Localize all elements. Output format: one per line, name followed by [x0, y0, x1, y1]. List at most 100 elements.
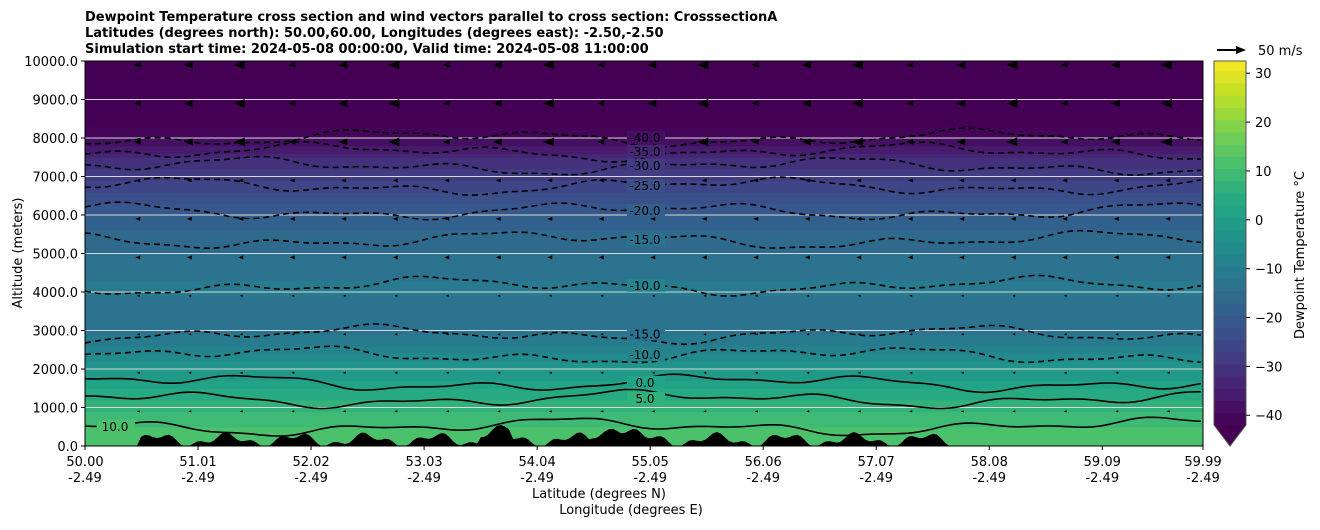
- wind-arrow-icon: [1115, 294, 1119, 298]
- wind-arrow-icon: [598, 178, 604, 183]
- contour-label: -25.0: [629, 179, 660, 193]
- colorbar-segment: [1214, 156, 1246, 169]
- chart-title-line-2: Latitudes (degrees north): 50.00,60.00, …: [85, 26, 664, 41]
- contour-label-background: [627, 204, 665, 218]
- colorbar-segment: [1214, 119, 1246, 133]
- wind-arrow-icon: [289, 216, 295, 221]
- wind-arrow-icon: [1063, 333, 1067, 336]
- contour-label-background: [627, 375, 665, 389]
- field-band: [85, 114, 1203, 120]
- wind-arrow-icon: [233, 137, 245, 147]
- colorbar-frame: [1213, 60, 1247, 447]
- contour-label-background: [627, 144, 665, 158]
- wind-arrow-icon: [701, 255, 707, 260]
- field-band: [85, 342, 1203, 347]
- wind-arrow-icon: [136, 410, 140, 413]
- wind-arrow-icon: [651, 371, 655, 375]
- field-band: [85, 272, 1203, 278]
- wind-arrow-icon: [497, 410, 501, 413]
- field-band: [85, 426, 1203, 432]
- wind-arrow-icon: [1010, 216, 1016, 221]
- field-band: [85, 195, 1203, 201]
- field-band: [85, 338, 1203, 343]
- wind-arrow-icon: [188, 294, 192, 298]
- wind-arrow-icon: [956, 99, 966, 107]
- wind-arrow-icon: [703, 410, 707, 413]
- field-band: [85, 95, 1203, 101]
- wind-arrow-icon: [801, 61, 811, 69]
- field-band: [85, 99, 1203, 104]
- wind-arrow-icon: [647, 61, 657, 69]
- quiver-key-label: 50 m/s: [1258, 44, 1303, 59]
- wind-arrow-icon: [239, 371, 243, 375]
- x-tick-label-latitude: 56.06: [745, 455, 782, 470]
- wind-arrow-icon: [806, 371, 810, 375]
- x-tick-label-latitude: 54.04: [519, 455, 556, 470]
- wind-arrow-icon: [1012, 294, 1016, 298]
- contour-label: -15.0: [629, 327, 660, 341]
- wind-arrow-icon: [136, 294, 140, 298]
- wind-arrow-icon: [135, 255, 141, 260]
- wind-arrow-icon: [442, 139, 450, 145]
- wind-arrow-icon: [753, 178, 759, 183]
- wind-arrow-icon: [1060, 100, 1068, 107]
- field-band: [85, 268, 1203, 274]
- wind-arrow-icon: [542, 98, 554, 108]
- wind-arrow-icon: [1060, 62, 1068, 68]
- wind-arrow-icon: [754, 410, 758, 413]
- wind-arrow-icon: [647, 99, 657, 107]
- wind-arrow-icon: [703, 333, 707, 336]
- wind-arrow-icon: [233, 61, 245, 70]
- wind-arrow-icon: [547, 216, 553, 221]
- wind-arrow-icon: [547, 178, 553, 183]
- contour-label-background: [627, 233, 665, 247]
- contour-label: 10.0: [102, 420, 129, 434]
- x-tick-label-longitude: -2.49: [294, 471, 328, 486]
- field-band: [85, 253, 1203, 258]
- wind-arrow-icon: [1012, 410, 1016, 413]
- wind-arrow-icon: [1115, 371, 1119, 375]
- colorbar-segment: [1214, 412, 1246, 426]
- wind-arrow-icon: [907, 178, 913, 183]
- colorbar-segment: [1214, 144, 1246, 157]
- field-band: [85, 191, 1203, 197]
- field-band: [85, 265, 1203, 270]
- colorbar-segment: [1214, 82, 1246, 96]
- field-band: [85, 419, 1203, 424]
- wind-arrow-icon: [956, 61, 966, 69]
- wind-arrow-icon: [444, 216, 450, 221]
- contour-label-background: [627, 179, 665, 193]
- field-band: [85, 415, 1203, 420]
- colorbar-segment: [1214, 266, 1246, 279]
- wind-arrow-icon: [341, 178, 347, 183]
- colorbar-segment: [1214, 95, 1246, 108]
- contour-label: 0.0: [635, 376, 654, 390]
- wind-arrow-icon: [183, 138, 193, 146]
- colorbar-segment: [1214, 253, 1246, 267]
- contour-label-background: [627, 392, 665, 406]
- terrain-silhouette: [85, 425, 1203, 446]
- colorbar-tick-label: −40: [1255, 409, 1282, 424]
- field-band: [85, 311, 1203, 316]
- wind-arrow-icon: [186, 255, 192, 260]
- wind-arrow-icon: [857, 294, 861, 298]
- x-tick-label-latitude: 55.05: [632, 455, 669, 470]
- contour-label-background: [97, 419, 135, 433]
- wind-arrow-icon: [1006, 98, 1018, 108]
- wind-arrow-icon: [597, 100, 605, 107]
- wind-arrow-icon: [492, 61, 502, 69]
- wind-arrow-icon: [388, 137, 400, 147]
- wind-arrow-icon: [701, 178, 707, 183]
- colorbar-tick-label: −10: [1255, 263, 1282, 278]
- field-band: [85, 276, 1203, 282]
- contour-label: -20.0: [629, 204, 660, 218]
- contour-line: [85, 388, 1201, 410]
- colorbar-segment: [1214, 61, 1246, 72]
- wind-arrow-icon: [183, 61, 193, 69]
- field-band: [85, 107, 1203, 112]
- x-tick-label-latitude: 59.99: [1184, 455, 1221, 470]
- wind-arrow-icon: [233, 98, 245, 108]
- wind-arrow-icon: [959, 178, 965, 183]
- wind-arrow-icon: [133, 100, 141, 107]
- wind-arrow-icon: [703, 371, 707, 375]
